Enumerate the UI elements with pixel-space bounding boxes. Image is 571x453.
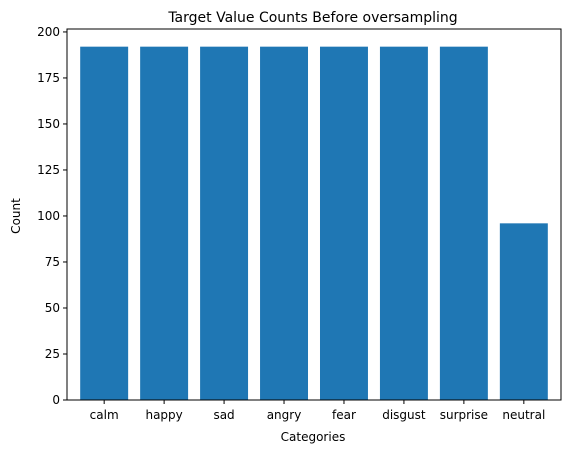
y-tick-label: 125 [37, 163, 60, 177]
y-tick-label: 150 [37, 117, 60, 131]
bar-calm [80, 46, 129, 401]
y-tick-label: 25 [45, 347, 60, 361]
bar-neutral [499, 223, 548, 400]
bar-angry [260, 46, 309, 401]
x-tick-label: calm [90, 408, 119, 422]
bar-happy [140, 46, 189, 401]
x-tick-label: neutral [502, 408, 545, 422]
x-tick-label: happy [145, 408, 182, 422]
y-tick-label: 100 [37, 209, 60, 223]
y-tick-label: 75 [45, 255, 60, 269]
bar-disgust [379, 46, 428, 401]
x-tick-label: sad [213, 408, 234, 422]
plot-frame [66, 28, 562, 401]
bars-group [80, 46, 548, 401]
bar-sad [200, 46, 249, 401]
x-axis-ticks: calm happy sad angry fear disgust surprise neut… [90, 400, 545, 422]
x-tick-label: surprise [440, 408, 488, 422]
chart-title: Target Value Counts Before oversampling [167, 10, 457, 26]
x-tick-label: fear [332, 408, 356, 422]
x-tick-label: angry [267, 408, 302, 422]
bar-surprise [439, 46, 488, 401]
x-axis-label: Categories [281, 430, 346, 444]
y-tick-label: 50 [45, 301, 60, 315]
x-tick-label: disgust [382, 408, 426, 422]
y-tick-label: 175 [37, 71, 60, 85]
y-axis-ticks: 0 25 50 75 100 125 150 175 200 [37, 25, 67, 407]
bar-fear [319, 46, 368, 401]
y-tick-label: 0 [52, 393, 60, 407]
y-axis-label: Count [9, 198, 23, 234]
y-tick-label: 200 [37, 25, 60, 39]
